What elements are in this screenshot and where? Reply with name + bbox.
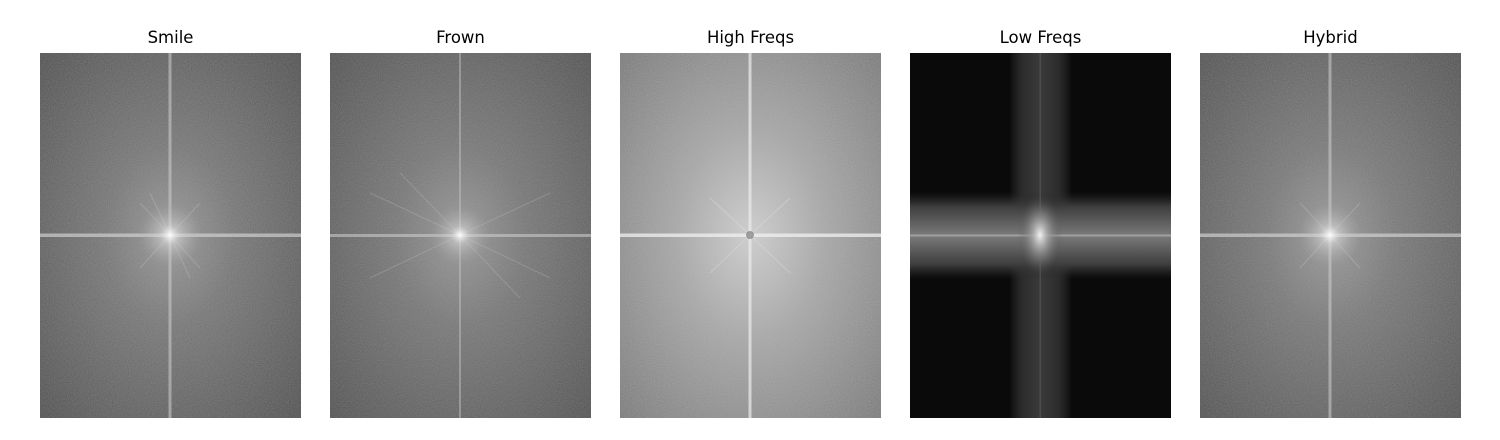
low-freqs-spectrum-image — [910, 53, 1171, 418]
panel-title: Frown — [436, 28, 485, 47]
high-freqs-spectrum-image — [620, 53, 881, 418]
hybrid-spectrum-image — [1200, 53, 1461, 418]
panel-title: Hybrid — [1303, 28, 1358, 47]
smile-spectrum-image — [40, 53, 301, 418]
panel-title: Low Freqs — [999, 28, 1082, 47]
frown-spectrum-image — [330, 53, 591, 418]
panel-title: High Freqs — [706, 28, 795, 47]
panel-title: Smile — [147, 28, 194, 47]
